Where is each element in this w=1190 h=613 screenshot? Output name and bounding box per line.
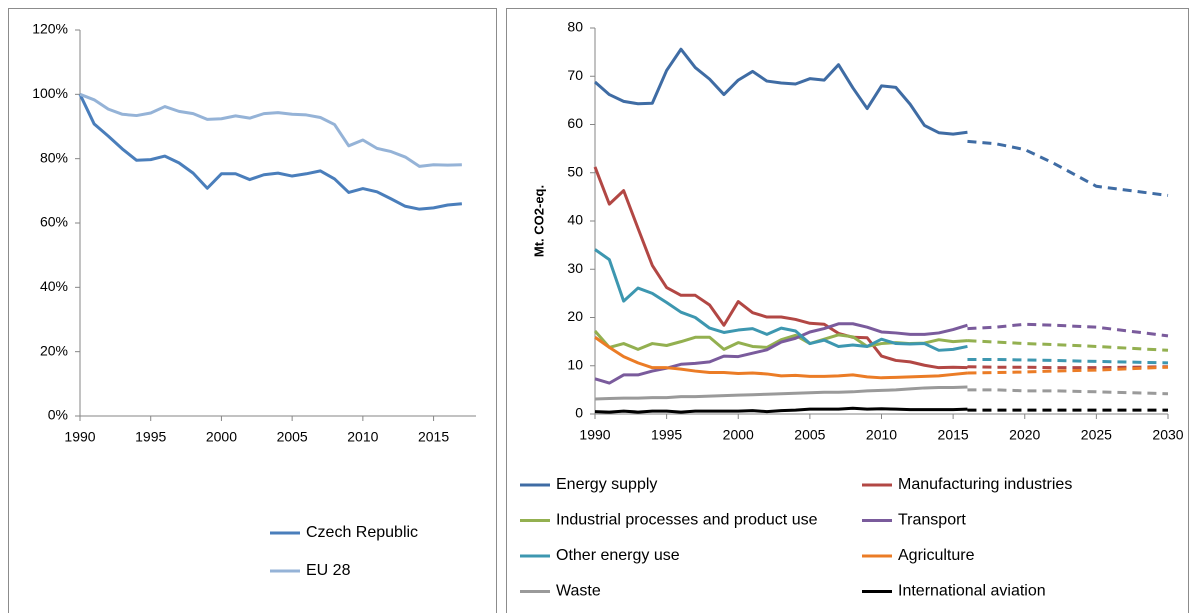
right-panel [506, 8, 1189, 613]
x-tick-label: 2010 [347, 429, 378, 445]
x-tick-label: 2015 [938, 427, 969, 443]
x-tick-label: 2000 [723, 427, 754, 443]
y-tick-label: 100% [32, 85, 68, 101]
projection-line [967, 365, 1169, 370]
y-tick-label: 0% [48, 407, 68, 423]
legend-label: Other energy use [556, 547, 680, 564]
legend-label: Industrial processes and product use [556, 512, 818, 529]
series-line [594, 322, 968, 385]
projection-line [967, 322, 1169, 338]
x-tick-label: 2010 [866, 427, 897, 443]
y-tick-label: 40 [567, 212, 583, 228]
y-tick-label: 60 [567, 115, 583, 131]
y-tick-label: 40% [40, 278, 68, 294]
series-line [594, 406, 968, 414]
projection-line [967, 339, 1169, 352]
y-tick-label: 20 [567, 308, 583, 324]
projection-line [967, 139, 1169, 197]
x-tick-label: 2015 [418, 429, 449, 445]
y-tick-label: 80 [567, 19, 583, 35]
y-tick-label: 10 [567, 356, 583, 372]
legend-label: Transport [898, 512, 966, 529]
legend-label: Agriculture [898, 547, 975, 564]
y-tick-label: 60% [40, 214, 68, 230]
series-line [78, 93, 462, 211]
series-line [593, 166, 968, 370]
y-tick-label: 30 [567, 260, 583, 276]
legend-label: Waste [556, 583, 601, 600]
projection-line [967, 357, 1169, 365]
x-tick-label: 2025 [1081, 427, 1112, 443]
x-tick-label: 2005 [794, 427, 825, 443]
y-tick-label: 70 [567, 67, 583, 83]
legend-label: Czech Republic [306, 524, 418, 541]
series-line [594, 336, 968, 380]
projection-line [967, 365, 1169, 375]
y-tick-label: 120% [32, 21, 68, 37]
x-tick-label: 2030 [1152, 427, 1183, 443]
legend-label: International aviation [898, 583, 1046, 600]
x-tick-label: 1995 [651, 427, 682, 443]
series-line [594, 248, 968, 352]
projection-line [967, 388, 1169, 396]
series-line [79, 92, 462, 168]
x-tick-label: 1995 [135, 429, 166, 445]
y-axis-label: Mt. CO2-eq. [531, 185, 546, 257]
x-tick-label: 2020 [1009, 427, 1040, 443]
x-tick-label: 2005 [277, 429, 308, 445]
x-tick-label: 1990 [579, 427, 610, 443]
x-tick-label: 1990 [64, 429, 95, 445]
left-panel [8, 8, 497, 613]
y-tick-label: 50 [567, 163, 583, 179]
y-tick-label: 20% [40, 342, 68, 358]
legend-label: Energy supply [556, 476, 657, 493]
legend-label: Manufacturing industries [898, 476, 1072, 493]
series-line [594, 385, 968, 401]
y-tick-label: 80% [40, 149, 68, 165]
x-tick-label: 2000 [206, 429, 237, 445]
y-tick-label: 0 [575, 405, 583, 421]
legend-label: EU 28 [306, 562, 351, 579]
series-line [594, 47, 968, 136]
